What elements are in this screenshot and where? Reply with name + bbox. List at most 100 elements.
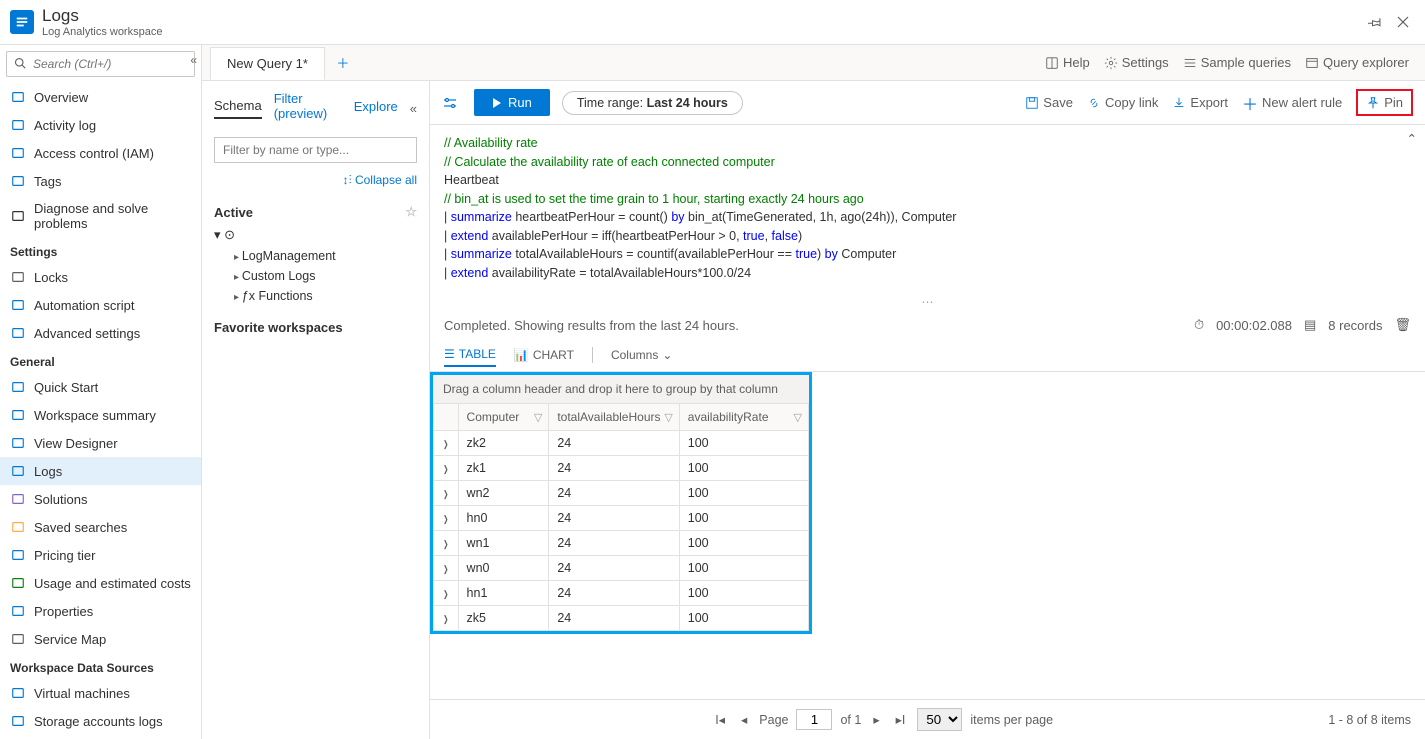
filter-icon[interactable]: ▽ <box>794 411 802 424</box>
sidebar-search-input[interactable] <box>6 51 195 77</box>
table-row[interactable]: wn024100 <box>434 556 809 581</box>
sidebar-collapse-icon[interactable]: « <box>190 53 197 67</box>
page-subtitle: Log Analytics workspace <box>42 26 162 38</box>
nav-label: Workspace summary <box>34 408 156 423</box>
sidebar-item-storage-accounts-logs[interactable]: Storage accounts logs <box>0 707 201 735</box>
schema-node[interactable]: Custom Logs <box>214 266 417 286</box>
expand-row-icon[interactable] <box>434 606 459 631</box>
schema-tab-schema[interactable]: Schema <box>214 98 262 119</box>
copy-link-button[interactable]: Copy link <box>1087 95 1158 110</box>
query-editor[interactable]: ⌃// Availability rate // Calculate the a… <box>430 125 1425 293</box>
view-tab-table[interactable]: ☰ TABLE <box>444 343 496 367</box>
sidebar-item-quick-start[interactable]: Quick Start <box>0 373 201 401</box>
expand-row-icon[interactable] <box>434 456 459 481</box>
sidebar-item-service-map[interactable]: Service Map <box>0 625 201 653</box>
sidebar-item-diagnose-and-solve-problems[interactable]: Diagnose and solve problems <box>0 195 201 237</box>
editor-settings-icon[interactable] <box>442 95 458 111</box>
table-row[interactable]: zk224100 <box>434 431 809 456</box>
pager-first-icon[interactable]: I◂ <box>711 712 729 727</box>
sidebar-item-advanced-settings[interactable]: Advanced settings <box>0 319 201 347</box>
script-icon <box>10 297 26 313</box>
sidebar-item-saved-searches[interactable]: Saved searches <box>0 513 201 541</box>
new-alert-button[interactable]: ＋New alert rule <box>1242 91 1342 115</box>
sidebar-item-activity-log[interactable]: Activity log <box>0 111 201 139</box>
column-header[interactable]: totalAvailableHours▽ <box>549 404 679 431</box>
cell: 24 <box>549 606 679 631</box>
filter-icon[interactable]: ▽ <box>664 411 672 424</box>
nav-label: Storage accounts logs <box>34 714 163 729</box>
schema-workspace-node[interactable]: ▾ ⊙ <box>214 224 417 246</box>
sidebar-item-solutions[interactable]: Solutions <box>0 485 201 513</box>
settings-link[interactable]: Settings <box>1104 55 1169 70</box>
editor-resize-handle[interactable]: ⋯ <box>430 293 1425 311</box>
query-tabbar: New Query 1* ＋ Help Settings Sample quer… <box>202 45 1425 81</box>
table-row[interactable]: zk124100 <box>434 456 809 481</box>
nav-label: Logs <box>34 464 62 479</box>
expand-row-icon[interactable] <box>434 506 459 531</box>
table-row[interactable]: wn124100 <box>434 531 809 556</box>
add-tab-button[interactable]: ＋ <box>331 51 355 75</box>
query-explorer-link[interactable]: Query explorer <box>1305 55 1409 70</box>
column-header[interactable]: availabilityRate▽ <box>679 404 808 431</box>
pager-prev-icon[interactable]: ◂ <box>737 712 751 727</box>
sidebar-item-properties[interactable]: Properties <box>0 597 201 625</box>
expand-row-icon[interactable] <box>434 556 459 581</box>
delete-icon[interactable]: 🗑 <box>1394 317 1411 333</box>
help-link[interactable]: Help <box>1045 55 1090 70</box>
run-button[interactable]: Run <box>474 89 550 116</box>
gear-icon <box>10 325 26 341</box>
pager-page-input[interactable] <box>796 709 832 730</box>
schema-node[interactable]: LogManagement <box>214 246 417 266</box>
table-row[interactable]: hn024100 <box>434 506 809 531</box>
records-label: 8 records <box>1328 318 1382 333</box>
sidebar-item-logs[interactable]: Logs <box>0 457 201 485</box>
schema-tab-explore[interactable]: Explore <box>354 99 398 118</box>
sidebar-item-access-control-iam-[interactable]: Access control (IAM) <box>0 139 201 167</box>
sidebar-item-workspace-summary[interactable]: Workspace summary <box>0 401 201 429</box>
editor-expand-icon[interactable]: ⌃ <box>1407 131 1417 149</box>
schema-node[interactable]: ƒx Functions <box>214 286 417 306</box>
tab-label: New Query 1* <box>227 56 308 71</box>
columns-button[interactable]: Columns ⌄ <box>611 344 672 366</box>
export-button[interactable]: Export <box>1172 95 1228 110</box>
table-row[interactable]: wn224100 <box>434 481 809 506</box>
overview-icon <box>10 89 26 105</box>
view-tab-chart[interactable]: 📊 CHART <box>514 344 574 366</box>
pager-perpage-select[interactable]: 50 <box>917 708 962 731</box>
expand-row-icon[interactable] <box>434 481 459 506</box>
favorite-star-icon[interactable]: ☆ <box>405 204 417 220</box>
time-range-picker[interactable]: Time range: Last 24 hours <box>562 91 743 115</box>
sidebar-item-view-designer[interactable]: View Designer <box>0 429 201 457</box>
sample-queries-link[interactable]: Sample queries <box>1183 55 1291 70</box>
query-tab[interactable]: New Query 1* <box>210 47 325 80</box>
pin-button[interactable]: Pin <box>1356 89 1413 116</box>
nav-label: Usage and estimated costs <box>34 576 191 591</box>
sidebar-item-automation-script[interactable]: Automation script <box>0 291 201 319</box>
schema-collapse-icon[interactable]: « <box>410 101 417 116</box>
save-button[interactable]: Save <box>1025 95 1073 110</box>
sidebar-item-overview[interactable]: Overview <box>0 83 201 111</box>
star-icon <box>10 519 26 535</box>
pager-last-icon[interactable]: ▸I <box>892 712 910 727</box>
cell: 24 <box>549 481 679 506</box>
expand-row-icon[interactable] <box>434 431 459 456</box>
sidebar-item-virtual-machines[interactable]: Virtual machines <box>0 679 201 707</box>
schema-tab-filter[interactable]: Filter (preview) <box>274 91 342 125</box>
collapse-all-button[interactable]: ↕⫶ Collapse all <box>202 169 429 192</box>
pager: I◂ ◂ Page of 1 ▸ ▸I 50 items per page 1 … <box>430 699 1425 739</box>
close-icon[interactable] <box>1391 10 1415 34</box>
filter-icon[interactable]: ▽ <box>534 411 542 424</box>
column-header[interactable]: Computer▽ <box>458 404 549 431</box>
expand-row-icon[interactable] <box>434 581 459 606</box>
sidebar-item-locks[interactable]: Locks <box>0 263 201 291</box>
cell: hn1 <box>458 581 549 606</box>
schema-filter-input[interactable] <box>214 137 417 163</box>
table-row[interactable]: zk524100 <box>434 606 809 631</box>
sidebar-item-tags[interactable]: Tags <box>0 167 201 195</box>
table-row[interactable]: hn124100 <box>434 581 809 606</box>
expand-row-icon[interactable] <box>434 531 459 556</box>
pager-next-icon[interactable]: ▸ <box>869 712 883 727</box>
sidebar-item-usage-and-estimated-costs[interactable]: Usage and estimated costs <box>0 569 201 597</box>
pin-header-icon[interactable] <box>1363 10 1387 34</box>
sidebar-item-pricing-tier[interactable]: Pricing tier <box>0 541 201 569</box>
